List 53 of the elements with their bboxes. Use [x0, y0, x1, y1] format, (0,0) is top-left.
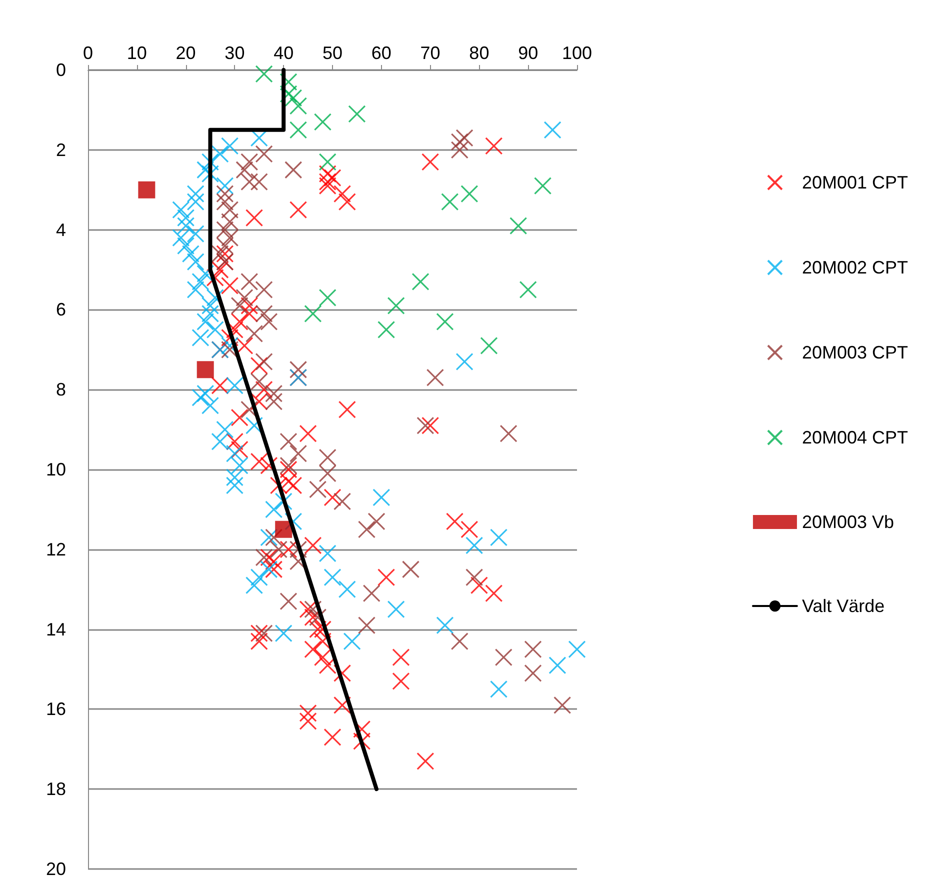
point — [412, 272, 430, 291]
point — [348, 105, 366, 123]
y-tick-label: 18 — [46, 779, 66, 800]
y-tick-label: 14 — [46, 619, 66, 640]
point — [289, 97, 308, 115]
point — [284, 89, 302, 107]
y-tick-label: 6 — [56, 300, 66, 320]
legend-label: Valt Värde — [802, 596, 885, 616]
point — [304, 304, 322, 322]
point — [480, 336, 498, 354]
point — [377, 320, 396, 338]
x-tick-label: 70 — [420, 43, 440, 63]
point — [280, 73, 298, 91]
y-tick-label: 20 — [46, 859, 66, 879]
point — [387, 296, 405, 315]
y-tick-label: 8 — [56, 380, 66, 400]
legend-label: 20M002 CPT — [802, 258, 908, 278]
y-tick-label: 16 — [46, 699, 66, 720]
x-tick-label: 0 — [82, 43, 94, 63]
legend-label: 20M003 CPT — [802, 342, 908, 362]
y-tick-label: 12 — [46, 539, 66, 560]
point — [436, 312, 454, 330]
line-series — [208, 68, 379, 792]
x-tick-label: 60 — [371, 43, 392, 63]
point — [196, 361, 214, 378]
x-tick-label: 90 — [518, 43, 538, 63]
x-tick-label: 80 — [469, 43, 490, 63]
y-tick-label: 2 — [56, 140, 66, 160]
x-tick-label: 100 — [562, 43, 592, 63]
point — [534, 177, 552, 195]
x-tick-label: 20 — [176, 43, 196, 63]
legend-label: 20M004 CPT — [802, 428, 908, 448]
point — [275, 520, 292, 538]
point — [280, 85, 298, 103]
point — [289, 121, 308, 139]
y-tick-label: 0 — [56, 60, 66, 80]
point — [314, 113, 332, 131]
point — [318, 153, 336, 171]
point — [255, 65, 273, 83]
y-tick-label: 10 — [46, 460, 66, 480]
point — [460, 185, 478, 203]
legend-label: 20M001 CPT — [802, 172, 908, 192]
x-tick-label: 10 — [126, 43, 147, 63]
legend-label: 20M003 Vb — [802, 512, 894, 532]
x-tick-label: 30 — [224, 43, 245, 63]
point — [318, 288, 336, 307]
x-tick-label: 50 — [322, 43, 343, 63]
point — [441, 193, 459, 211]
point — [510, 217, 528, 235]
point — [138, 181, 156, 198]
y-tick-label: 4 — [56, 220, 66, 240]
point — [519, 280, 537, 299]
x-tick-label: 40 — [274, 43, 294, 63]
